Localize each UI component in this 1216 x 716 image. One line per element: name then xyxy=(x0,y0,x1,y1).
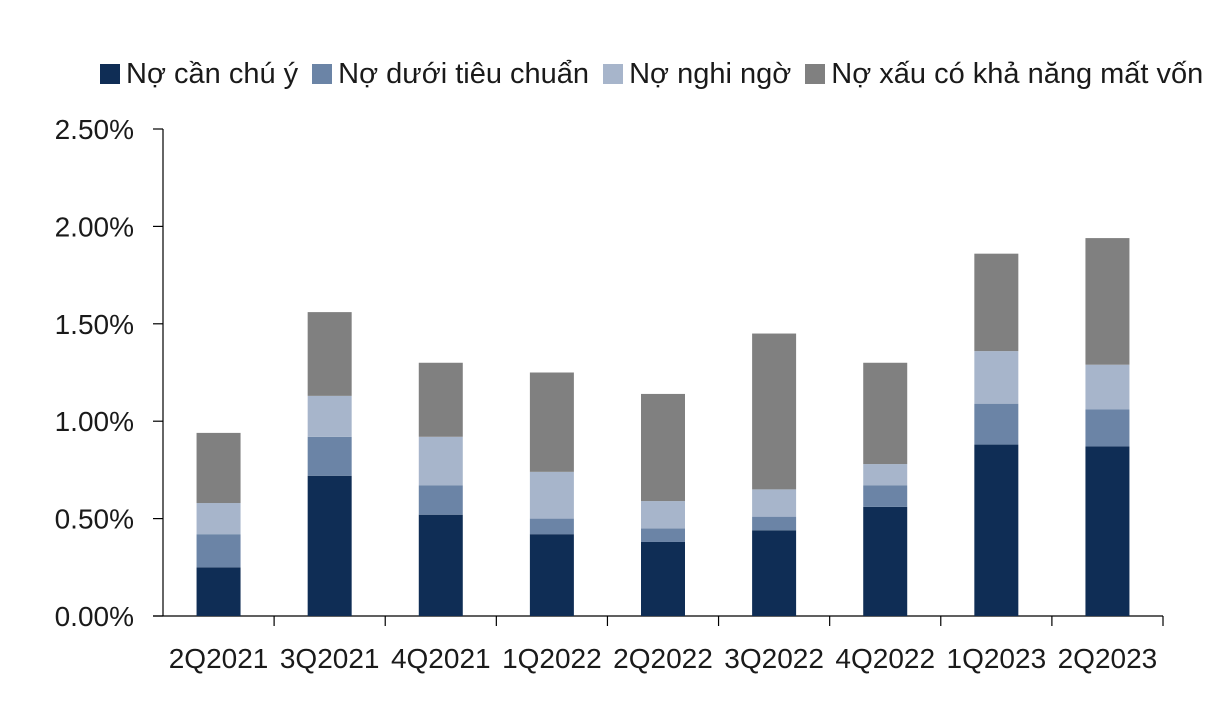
bar-segment xyxy=(641,541,685,616)
bar-segment xyxy=(529,518,574,535)
bar-segment xyxy=(752,530,797,616)
x-tick-label: 3Q2021 xyxy=(280,643,380,674)
legend-label: Nợ dưới tiêu chuẩn xyxy=(338,57,590,90)
bar-segment xyxy=(974,444,1019,616)
bar-segment xyxy=(307,395,352,437)
legend: Nợ cần chú ý Nợ dưới tiêu chuẩn Nợ nghi … xyxy=(100,54,1216,94)
legend-label: Nợ xấu có khả năng mất vốn xyxy=(831,57,1204,90)
bar-segment xyxy=(418,514,463,616)
x-tick-label: 2Q2023 xyxy=(1058,643,1158,674)
legend-item-nq-can-chu-y: Nợ cần chú ý xyxy=(100,58,298,91)
legend-swatch xyxy=(312,64,333,84)
legend-item-nq-duoi-tieu-chuan: Nợ dưới tiêu chuẩn xyxy=(312,58,589,91)
x-tick-label: 2Q2021 xyxy=(169,643,269,674)
x-tick-label: 2Q2022 xyxy=(613,643,713,674)
bar-segment xyxy=(863,464,908,486)
x-tick-label: 1Q2023 xyxy=(947,643,1047,674)
bar-segment xyxy=(418,362,463,437)
bar-segment xyxy=(1085,238,1130,365)
bar-segment xyxy=(196,567,241,616)
bar-segment xyxy=(529,471,574,519)
bar-segment xyxy=(974,253,1019,352)
bar-segment xyxy=(529,372,574,472)
bar-segment xyxy=(307,312,352,396)
y-tick-label: 0.50% xyxy=(55,504,134,535)
y-tick-label: 2.50% xyxy=(55,114,134,145)
legend-swatch xyxy=(805,64,826,84)
y-tick-label: 0.00% xyxy=(55,601,134,632)
bar-segment xyxy=(196,432,241,504)
x-tick-label: 1Q2022 xyxy=(502,643,602,674)
bar-segment xyxy=(752,489,797,517)
bar-segment xyxy=(1085,364,1130,410)
bar-segment xyxy=(641,393,685,502)
x-tick-label: 3Q2022 xyxy=(724,643,824,674)
legend-label: Nợ cần chú ý xyxy=(126,57,299,90)
bar-segment xyxy=(1085,409,1130,447)
legend-label: Nợ nghi ngờ xyxy=(629,57,792,90)
bar-segment xyxy=(196,503,241,535)
bar-segment xyxy=(1085,446,1130,616)
legend-item-nq-nghi-ngo: Nợ nghi ngờ xyxy=(603,58,791,91)
legend-item-nq-xau: Nợ xấu có khả năng mất vốn xyxy=(805,58,1203,91)
bar-segment xyxy=(307,436,352,476)
bar-segment xyxy=(974,403,1019,445)
x-tick-label: 4Q2021 xyxy=(391,643,491,674)
bar-segment xyxy=(196,534,241,568)
bar-segment xyxy=(974,351,1019,404)
bar-segment xyxy=(863,485,908,507)
bar-segment xyxy=(529,534,574,616)
bar-segment xyxy=(641,501,685,529)
y-tick-label: 1.50% xyxy=(55,309,134,340)
bar-segment xyxy=(307,475,352,616)
bar-segment xyxy=(752,333,797,490)
y-tick-label: 2.00% xyxy=(55,211,134,242)
bar-segment xyxy=(863,506,908,616)
bar-segment xyxy=(752,516,797,531)
bar-segment xyxy=(641,528,685,542)
bar-segment xyxy=(418,436,463,486)
y-tick-label: 1.00% xyxy=(55,406,134,437)
x-tick-label: 4Q2022 xyxy=(835,643,935,674)
legend-swatch xyxy=(100,64,120,84)
bar-segment xyxy=(863,362,908,465)
legend-swatch xyxy=(603,64,624,84)
bar-segment xyxy=(418,485,463,515)
